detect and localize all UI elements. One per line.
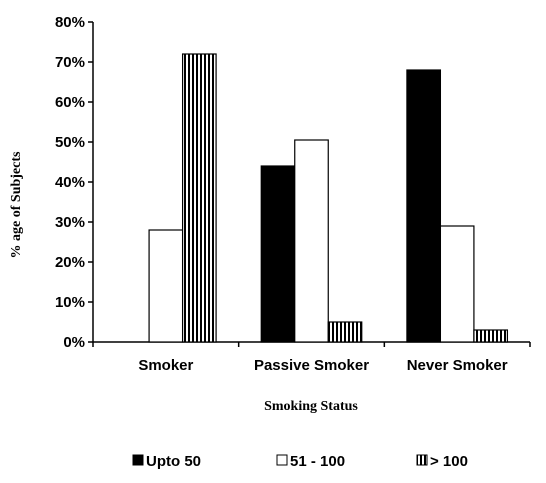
y-axis: 0% 10% 20% 30% 40% 50% 60% 70% 80% <box>55 14 94 351</box>
y-tick-label: 30% <box>55 214 85 231</box>
bar <box>473 329 509 343</box>
bar <box>148 229 184 343</box>
y-tick-label: 10% <box>55 294 85 311</box>
x-category-label: Passive Smoker <box>254 357 369 374</box>
bar <box>181 53 217 343</box>
bar <box>260 165 296 343</box>
legend-label: Upto 50 <box>146 453 201 470</box>
y-tick-label: 20% <box>55 254 85 271</box>
x-category-label: Smoker <box>138 357 193 374</box>
x-axis-title: Smoking Status <box>264 399 358 414</box>
legend-label: 51 - 100 <box>290 453 345 470</box>
y-tick-label: 40% <box>55 174 85 191</box>
legend-swatch <box>132 454 144 466</box>
x-category-label: Never Smoker <box>407 357 508 374</box>
bar <box>294 139 329 343</box>
y-tick-label: 50% <box>55 134 85 151</box>
y-tick-label: 0% <box>63 334 85 351</box>
y-tick-label: 60% <box>55 94 85 111</box>
legend-swatch <box>416 454 428 466</box>
y-tick-label: 80% <box>55 14 85 31</box>
bar <box>327 321 363 343</box>
legend-swatch <box>276 454 288 466</box>
bars <box>148 53 509 343</box>
bar <box>439 225 475 343</box>
x-axis: Smoker Passive Smoker Never Smoker <box>92 341 531 374</box>
y-axis-title: % age of Subjects <box>9 151 24 258</box>
legend: Upto 50 51 - 100 > 100 <box>132 453 468 470</box>
legend-label: > 100 <box>430 453 468 470</box>
y-tick-label: 70% <box>55 54 85 71</box>
bar <box>406 69 442 343</box>
